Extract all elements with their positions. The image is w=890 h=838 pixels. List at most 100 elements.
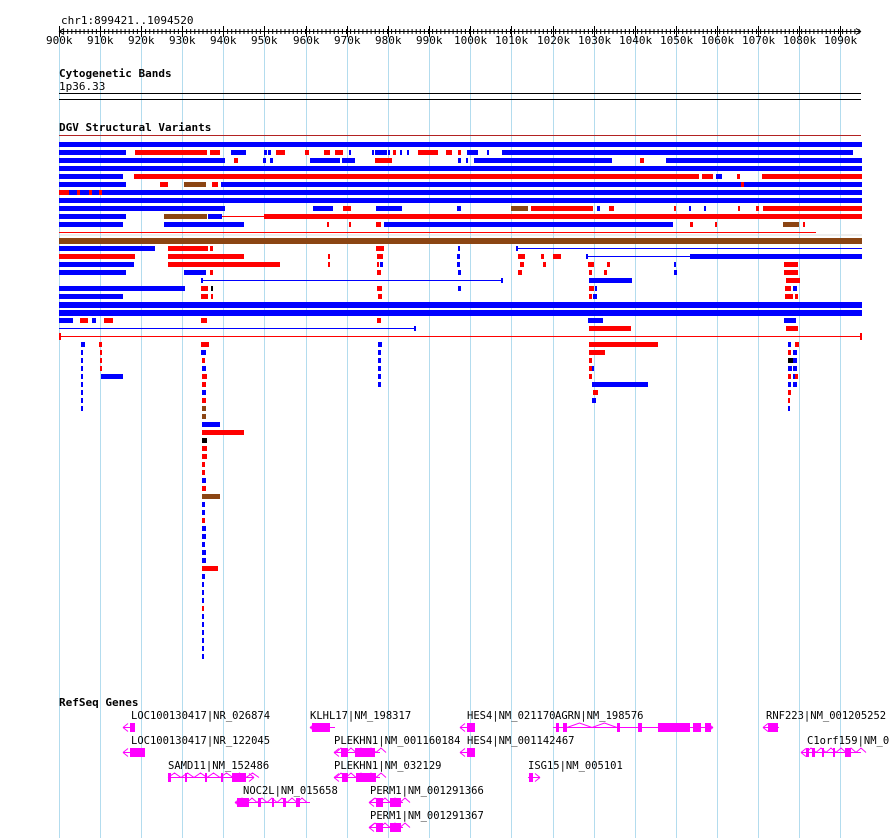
gene-label-isg15[interactable]: ISG15|NM_005101 (528, 760, 623, 772)
ruler-tick-label: 930k (169, 34, 196, 47)
variant-bar (135, 150, 207, 155)
variant-bar (458, 158, 461, 163)
variant-bar (184, 182, 206, 187)
gene-plekhn1-b-exon (342, 773, 348, 782)
variant-bar (327, 222, 329, 227)
gene-label-c1orf159[interactable]: C1orf159|NM_01 (807, 735, 890, 747)
variant-bar (202, 646, 204, 651)
variant-bar (59, 262, 134, 267)
variant-bar (80, 318, 88, 323)
gene-loc100130417-a-strand-arrow (122, 723, 129, 732)
variant-bar (202, 414, 206, 419)
gene-label-perm1-nm001291366[interactable]: PERM1|NM_001291366 (370, 785, 484, 797)
gene-label-agrn[interactable]: AGRN|NM_198576 (555, 710, 644, 722)
ruler-tick-label: 910k (87, 34, 114, 47)
gene-label-loc100130417-nr122045[interactable]: LOC100130417|NR_122045 (131, 735, 271, 747)
gene-label-noc2l[interactable]: NOC2L|NM_015658 (243, 785, 338, 797)
variant-bar (201, 286, 208, 291)
variant-bar (208, 214, 222, 219)
variant-bar (795, 374, 798, 379)
variant-bar (202, 398, 206, 403)
variant-bar (763, 206, 862, 211)
gene-label-plekhn1-nm001160184[interactable]: PLEKHN1|NM_001160184 (334, 735, 461, 747)
variant-bar (211, 294, 213, 299)
gene-label-loc100130417-nr026874[interactable]: LOC100130417|NR_026874 (131, 710, 271, 722)
variant-bar (59, 318, 73, 323)
gene-label-plekhn1-nm032129[interactable]: PLEKHN1|NM_032129 (334, 760, 442, 772)
variant-bar (335, 150, 343, 155)
variant-bar (201, 294, 208, 299)
variant-bar (741, 182, 744, 187)
gene-isg15-strand-arrow (534, 773, 541, 782)
variant-bar (589, 278, 632, 283)
variant-bar (795, 294, 798, 299)
variant-bar (589, 366, 592, 371)
variant-bar (202, 518, 205, 523)
gene-noc2l-exon (258, 798, 261, 807)
cytoband-track-title[interactable]: Cytogenetic Bands (59, 67, 172, 80)
gene-label-perm1-nm001291367[interactable]: PERM1|NM_001291367 (370, 810, 484, 822)
variant-bar (378, 374, 381, 379)
ruler-tick-label: 920k (128, 34, 155, 47)
gene-plekhn1-a-exon (341, 748, 348, 757)
ruler-tick-label: 1040k (619, 34, 653, 47)
variant-bar (592, 398, 596, 403)
gene-intron-chevrons (805, 747, 867, 754)
variant-bar (305, 150, 309, 155)
gene-label-hes4-nm021170[interactable]: HES4|NM_021170 (467, 710, 556, 722)
variant-bar (860, 333, 862, 340)
variant-bar (589, 270, 592, 275)
variant-bar (788, 350, 791, 355)
gene-label-rnf223[interactable]: RNF223|NM_001205252 (766, 710, 887, 722)
variant-bar (407, 150, 409, 155)
variant-bar (738, 206, 740, 211)
gene-label-samd11[interactable]: SAMD11|NM_152486 (168, 760, 270, 772)
gene-label-klhl17[interactable]: KLHL17|NM_198317 (310, 710, 412, 722)
gene-intron-chevrons (236, 797, 308, 804)
gene-samd11-exon (168, 773, 171, 782)
variant-bar (202, 550, 206, 555)
variant-bar (785, 294, 793, 299)
variant-bar (520, 262, 524, 267)
variant-bar (793, 366, 797, 371)
variant-bar (803, 222, 805, 227)
variant-bar (59, 238, 862, 244)
variant-bar (372, 150, 374, 155)
variant-bar (784, 318, 796, 323)
refseq-track-title[interactable]: RefSeq Genes (59, 696, 139, 709)
gene-rnf223-strand-arrow (762, 723, 769, 732)
gene-agrn-exon (563, 723, 567, 732)
variant-bar (586, 254, 588, 259)
variant-bar (380, 262, 383, 267)
variant-bar (234, 158, 238, 163)
gene-noc2l-exon (272, 798, 274, 807)
variant-bar (604, 270, 607, 275)
gene-hes4-b-strand-arrow (459, 748, 466, 757)
variant-bar (59, 246, 155, 251)
gene-label-hes4-nm001142467[interactable]: HES4|NM_001142467 (467, 735, 575, 747)
dgv-track-title[interactable]: DGV Structural Variants (59, 121, 212, 134)
ruler-tick-label: 1000k (454, 34, 488, 47)
variant-bar (597, 206, 600, 211)
variant-bar (788, 342, 791, 347)
variant-bar (184, 270, 206, 275)
gene-intron-chevrons (167, 772, 260, 779)
gene-intron-chevrons (335, 747, 387, 754)
variant-bar (81, 398, 83, 403)
variant-bar (458, 246, 460, 251)
variant-bar (81, 374, 83, 379)
gene-perm1-a-exon (390, 798, 401, 807)
variant-bar (81, 366, 83, 371)
variant-bar (59, 310, 862, 316)
variant-bar (202, 366, 206, 371)
variant-bar (202, 638, 204, 643)
gene-klhl17-strand-arrow (309, 723, 316, 732)
gene-plekhn1-a-exon (355, 748, 375, 757)
variant-bar (202, 374, 207, 379)
variant-bar (202, 606, 204, 611)
variant-bar (487, 150, 489, 155)
variant-bar (202, 622, 204, 627)
gene-intron-chevrons (335, 772, 387, 779)
variant-bar (343, 206, 351, 211)
variant-bar (59, 182, 126, 187)
